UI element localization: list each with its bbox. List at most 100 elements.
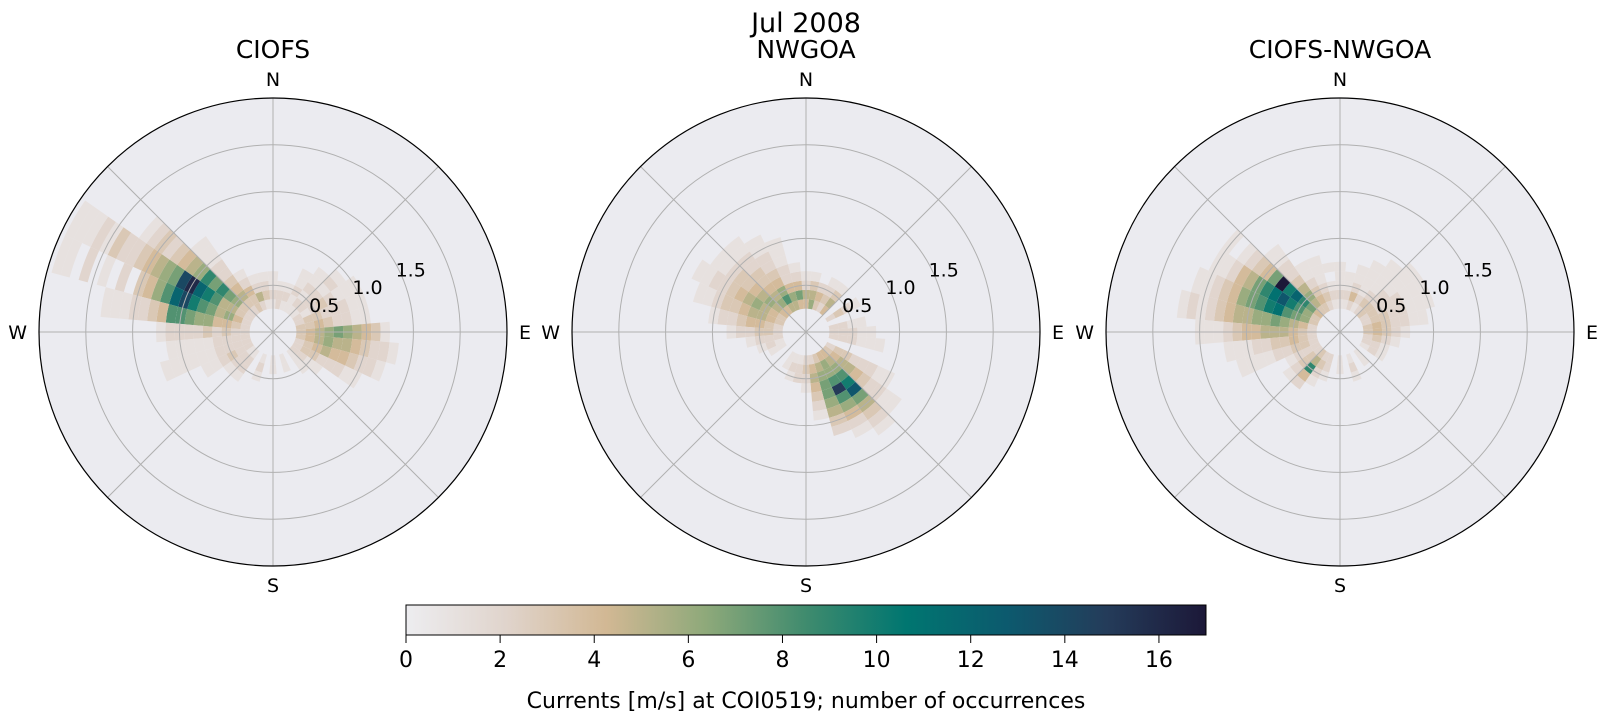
polar-cell	[322, 357, 337, 373]
colorbar-tick-label: 16	[1145, 648, 1173, 673]
radial-tick-label: 0.5	[309, 295, 339, 317]
polar-cell	[254, 302, 264, 313]
polar-cell	[815, 351, 825, 362]
polar-cell	[1226, 282, 1243, 305]
polar-cell	[209, 291, 224, 307]
polar-cell	[745, 336, 757, 348]
polar-cell	[1316, 348, 1327, 359]
polar-cell	[738, 302, 751, 317]
polar-cell	[710, 249, 730, 271]
polar-cell	[240, 323, 251, 330]
polar-cell	[1398, 313, 1410, 327]
polar-cell	[1355, 264, 1370, 277]
polar-cell	[1365, 268, 1381, 283]
polar-cell	[292, 313, 303, 323]
polar-cell	[1342, 290, 1351, 301]
angular-gridline	[1174, 166, 1341, 333]
polar-cell	[246, 345, 257, 356]
polar-cell	[322, 275, 339, 292]
angular-gridline	[805, 331, 972, 498]
polar-cell	[156, 301, 170, 323]
polar-cell	[1331, 299, 1338, 310]
panel-title: NWGOA	[756, 35, 855, 64]
polar-cell	[196, 350, 210, 366]
colorbar-tick-label: 10	[863, 648, 891, 673]
polar-cell	[1260, 311, 1273, 326]
polar-cell	[723, 236, 745, 256]
polar-cell	[1316, 305, 1327, 316]
polar-cell	[232, 314, 244, 324]
polar-cell	[1308, 318, 1319, 326]
polar-cell	[835, 389, 852, 405]
colorbar: 0 2 4 6 8 10 12 14 16 Currents [m/s] at COI0519;…	[399, 604, 1207, 714]
radial-tick-label: 1.5	[929, 259, 959, 281]
polar-cell	[1349, 302, 1359, 313]
polar-cell	[1251, 255, 1271, 276]
polar-cell	[1233, 264, 1252, 287]
polar-cell	[720, 294, 734, 312]
polar-cell	[1254, 352, 1268, 370]
polar-cell	[386, 342, 399, 365]
colorbar-tick-label: 12	[957, 648, 985, 673]
polar-border	[38, 97, 508, 567]
polar-cell	[776, 341, 787, 351]
polar-cell	[150, 278, 167, 302]
polar-cell	[1299, 268, 1315, 283]
polar-cell	[812, 353, 820, 364]
polar-cell	[184, 308, 197, 326]
polar-cell	[810, 381, 822, 393]
polar-cell	[1389, 275, 1406, 292]
polar-cell	[726, 311, 739, 326]
polar-cell	[1315, 358, 1327, 371]
polar-cell	[1274, 275, 1291, 292]
polar-cell	[829, 350, 841, 362]
polar-cell	[832, 307, 845, 319]
polar-cell	[782, 305, 793, 316]
polar-cell	[815, 302, 825, 313]
polar-cell	[1244, 249, 1264, 271]
polar-cell	[1314, 273, 1327, 286]
angular-gridline	[272, 166, 439, 333]
polar-cell	[286, 293, 298, 306]
polar-cell	[1321, 302, 1331, 313]
polar-cell	[767, 345, 780, 357]
angular-gridline	[640, 166, 807, 333]
polar-cell	[275, 290, 284, 301]
polar-cell	[768, 246, 786, 260]
polar-cell	[193, 338, 206, 353]
polar-cell	[205, 302, 218, 317]
polar-cell	[825, 313, 836, 323]
polar-cell	[232, 340, 244, 350]
polar-cell	[119, 292, 133, 320]
polar-cell	[776, 264, 791, 277]
polar-cell	[1353, 273, 1366, 286]
polar-cell	[1310, 297, 1322, 309]
polar-cell	[819, 348, 830, 359]
polar-cell	[216, 266, 233, 283]
polar-cell	[831, 421, 852, 436]
polar-cell	[165, 340, 179, 360]
polar-cell	[771, 276, 785, 290]
polar-cell	[65, 200, 93, 240]
polar-cell	[207, 275, 224, 292]
polar-cell	[873, 414, 896, 436]
polar-cell	[824, 297, 836, 309]
polar-cell	[743, 259, 761, 276]
polar-cell	[161, 236, 184, 260]
polar-panel-1: 0.5 1.0 1.5 N E S W CIOFS	[8, 35, 531, 597]
polar-cell	[298, 268, 314, 283]
polar-cell	[304, 321, 315, 330]
polar-cell	[754, 251, 773, 267]
polar-cell	[1371, 334, 1382, 343]
direction-label-n: N	[799, 69, 813, 91]
polar-cell	[1403, 298, 1417, 314]
polar-cell	[1272, 347, 1285, 362]
polar-cell	[1385, 259, 1403, 276]
angular-gridline	[805, 166, 972, 333]
polar-cell	[262, 290, 271, 301]
polar-cell	[1298, 334, 1309, 343]
polar-cell	[1260, 338, 1273, 353]
polar-cell	[773, 334, 784, 341]
polar-cell	[1389, 316, 1401, 328]
